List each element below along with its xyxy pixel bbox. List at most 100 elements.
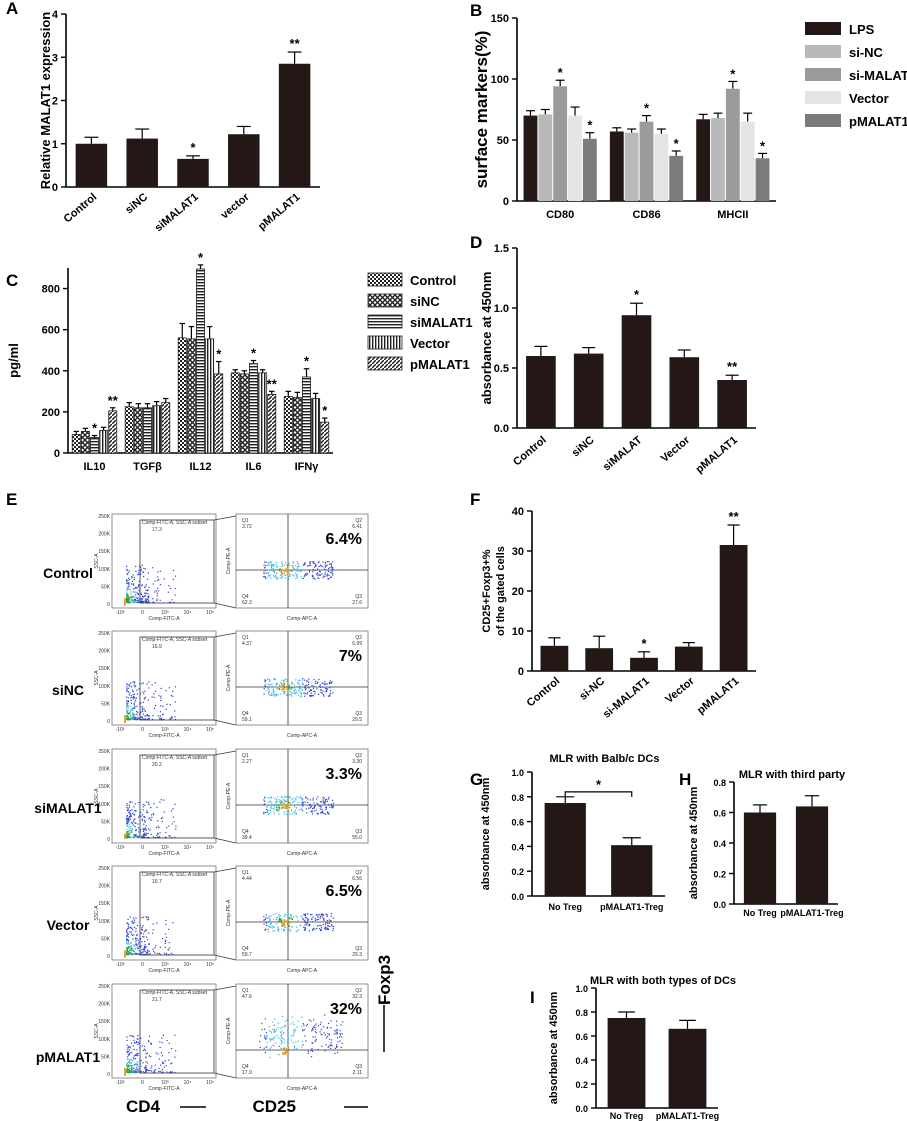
dot [275, 801, 277, 804]
dot [332, 806, 334, 808]
dot [327, 924, 329, 927]
dot [138, 953, 140, 956]
dot [273, 1024, 275, 1026]
dot [314, 1031, 316, 1033]
dot [307, 801, 309, 804]
dot [124, 602, 126, 605]
dot [132, 588, 135, 590]
dot [264, 929, 266, 931]
dot [136, 693, 138, 695]
dot [275, 695, 277, 697]
y-axis-label: absorbance at 450nm [548, 992, 560, 1105]
legend-swatch [367, 356, 403, 371]
dot [134, 601, 136, 603]
dot [148, 803, 150, 806]
dot [145, 832, 148, 835]
dot [322, 913, 324, 916]
gate-percent: 16.9 [152, 644, 162, 650]
dot [140, 573, 142, 576]
dot [282, 806, 285, 809]
dot [326, 574, 328, 576]
dot [293, 916, 295, 918]
dot [274, 1031, 277, 1033]
bar [624, 132, 639, 201]
dot [267, 921, 269, 923]
dot [294, 800, 296, 802]
dot [265, 921, 267, 923]
dot [131, 1071, 133, 1073]
x-tick-label: IL10 [83, 461, 105, 473]
dot [134, 945, 136, 947]
dot [273, 678, 275, 680]
dot [126, 942, 128, 944]
dot [327, 925, 330, 927]
bar [283, 396, 293, 454]
dot [144, 710, 146, 712]
dot [339, 1033, 341, 1035]
dot [140, 566, 142, 568]
dot [276, 917, 278, 919]
dot [341, 1036, 343, 1038]
dot [267, 564, 269, 566]
dot [157, 825, 159, 827]
dot [278, 920, 281, 922]
dot [319, 1023, 321, 1025]
dot [144, 833, 146, 835]
dot [273, 678, 275, 681]
dot [272, 689, 275, 691]
y-tick-label: 0.4 [511, 842, 524, 852]
dot [331, 806, 333, 808]
dot [140, 953, 142, 955]
dot [169, 704, 171, 706]
dot [126, 700, 128, 702]
y-tick-label: 400 [42, 366, 60, 378]
dot [136, 944, 138, 946]
dot [145, 834, 147, 836]
dot [329, 925, 331, 928]
dot [299, 680, 301, 682]
dot [134, 686, 136, 688]
dot [327, 811, 329, 813]
dot [140, 716, 142, 718]
bar [267, 394, 277, 454]
dot [291, 926, 293, 928]
dot [307, 798, 309, 800]
dot [281, 1042, 283, 1044]
dot [130, 592, 132, 595]
dot [131, 946, 133, 949]
dot [265, 924, 268, 927]
dot [143, 823, 145, 825]
dot [143, 571, 145, 573]
dot [301, 916, 303, 918]
dot [320, 689, 322, 691]
dot [137, 717, 139, 719]
dot [322, 799, 324, 801]
dot [138, 945, 140, 948]
dot [296, 562, 299, 565]
dot [131, 828, 133, 830]
dot [289, 917, 291, 919]
dot [168, 1052, 170, 1054]
dot [127, 923, 130, 925]
dot [126, 568, 128, 571]
dot [127, 953, 129, 955]
dot [142, 953, 144, 955]
dot [283, 569, 286, 572]
x-tick-label: Vector [659, 434, 693, 465]
dot [146, 578, 149, 580]
dot [140, 570, 142, 572]
axis-tick-label: 10³ [161, 1080, 169, 1086]
bar [302, 376, 311, 454]
dot [312, 577, 314, 579]
dot [299, 924, 301, 926]
dot [173, 601, 175, 604]
dot [323, 918, 325, 920]
dot [323, 802, 325, 805]
dot [172, 690, 174, 692]
dot [268, 574, 270, 577]
dot [296, 561, 298, 563]
dot [142, 601, 145, 604]
axis-tick-label: 50K [101, 584, 111, 590]
dot [263, 919, 265, 921]
dot [325, 565, 327, 567]
